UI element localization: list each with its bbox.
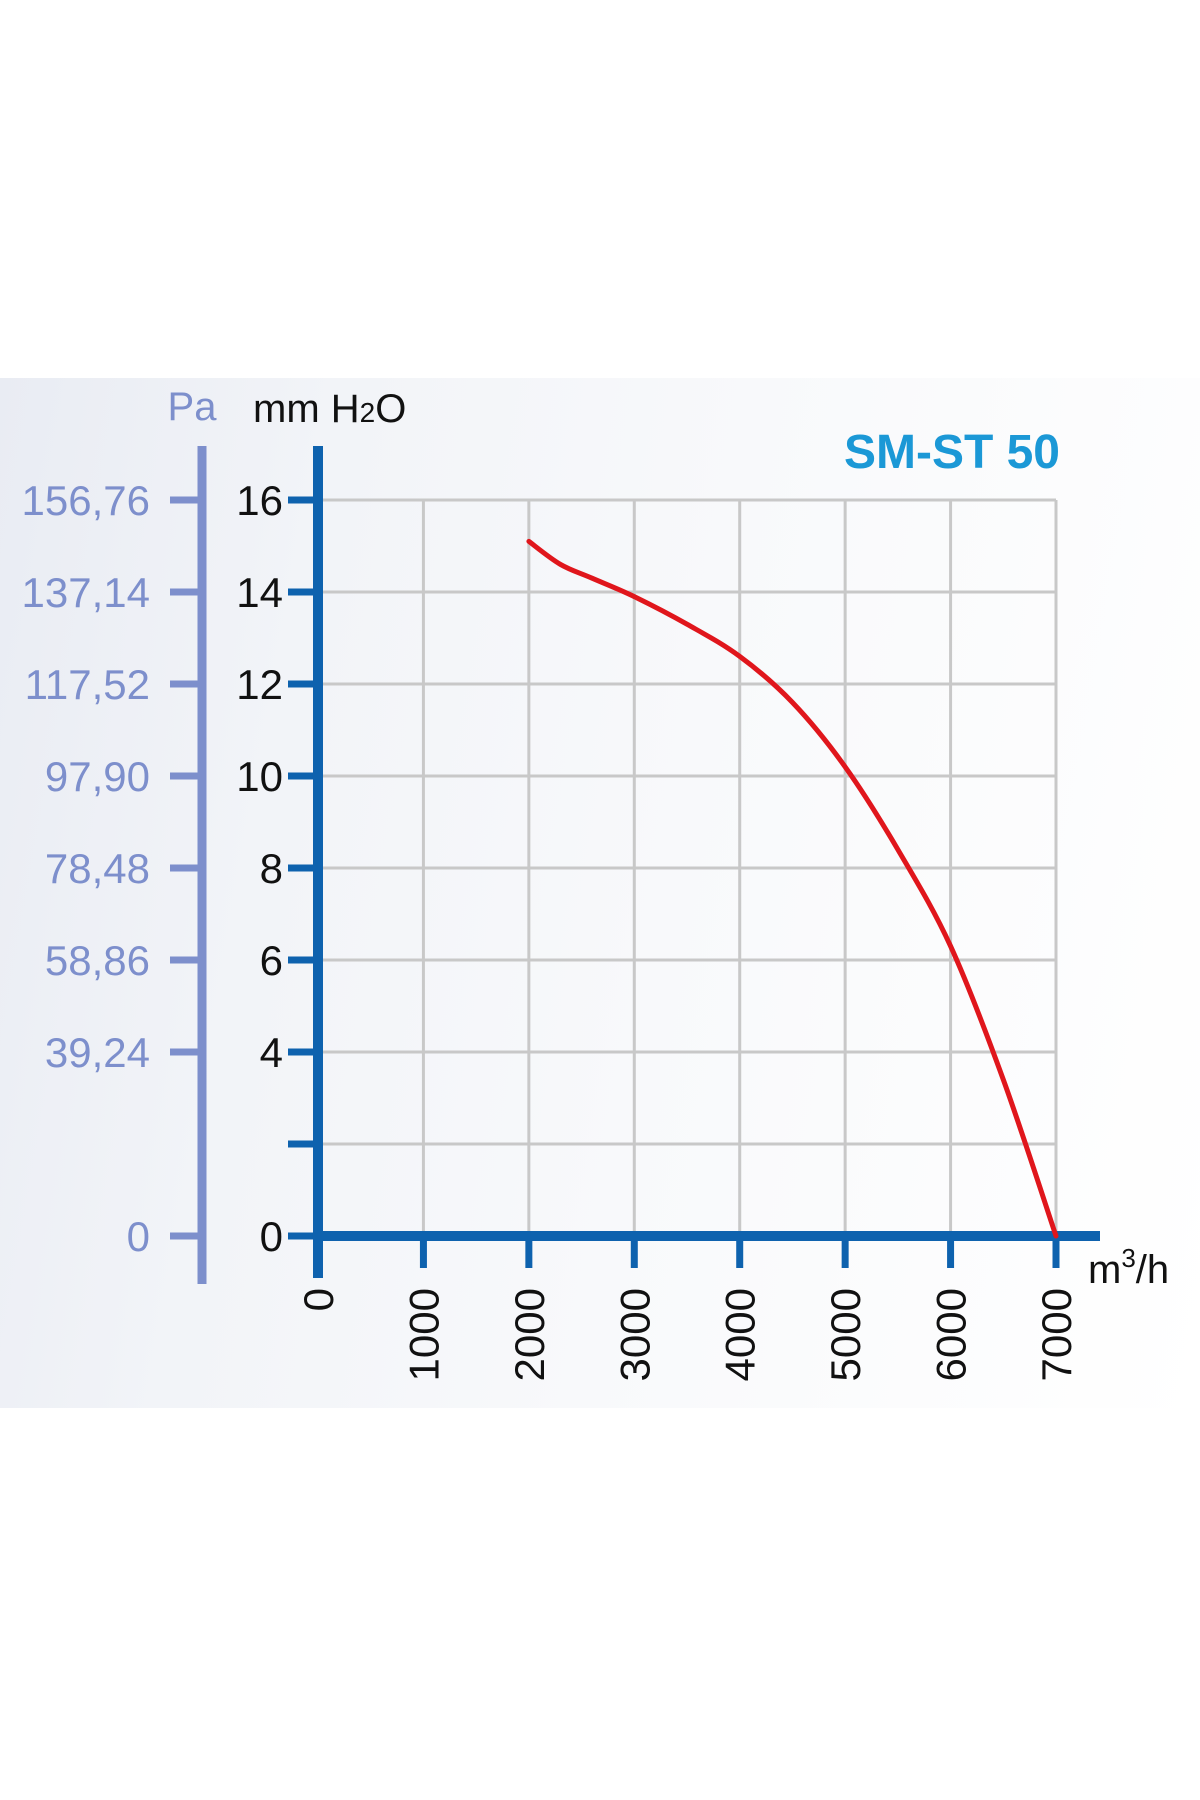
x-tick-label: 1000 — [400, 1288, 447, 1381]
grid — [318, 498, 1058, 1236]
y-tick-label: 6 — [260, 937, 283, 984]
pa-tick-label: 137,14 — [22, 569, 150, 616]
x-axis-unit-tail: /h — [1136, 1248, 1169, 1292]
y-tick-label: 8 — [260, 845, 283, 892]
series-line-0 — [526, 538, 1059, 1239]
pressure-flow-chart: 0 39,24 58,86 78,48 97,90 117,52 137,14 156,76 P… — [22, 385, 1170, 1381]
y-axis-unit: mm H2O — [253, 387, 406, 431]
curves — [526, 538, 1059, 1239]
x-tick-label: 4000 — [717, 1288, 764, 1381]
x-axis-unit-main: m — [1088, 1248, 1121, 1292]
axes — [170, 446, 1100, 1284]
chart-title: SM-ST 50 — [844, 426, 1060, 479]
y-tick-label: 10 — [236, 753, 283, 800]
y-tick-label: 16 — [236, 477, 283, 524]
x-axis-unit-sup: 3 — [1121, 1243, 1135, 1273]
y-tick-label: 0 — [260, 1213, 283, 1260]
y-axis-unit-main: mm H — [253, 387, 360, 431]
pa-tick-label: 39,24 — [45, 1029, 150, 1076]
pa-tick-label: 78,48 — [45, 845, 150, 892]
y-axis-unit-sub: 2 — [360, 397, 376, 428]
pa-tick-label: 156,76 — [22, 477, 150, 524]
chart-panel: 0 39,24 58,86 78,48 97,90 117,52 137,14 156,76 P… — [0, 378, 1200, 1408]
y-tick-label: 12 — [236, 661, 283, 708]
x-tick-label: 5000 — [822, 1288, 869, 1381]
labels: 0 39,24 58,86 78,48 97,90 117,52 137,14 156,76 P… — [22, 385, 1170, 1381]
pa-axis-unit: Pa — [168, 385, 218, 429]
x-tick-label: 0 — [295, 1288, 342, 1311]
pa-tick-label: 0 — [127, 1213, 150, 1260]
x-tick-label: 6000 — [928, 1288, 975, 1381]
x-tick-label: 2000 — [506, 1288, 553, 1381]
y-axis-unit-tail: O — [375, 387, 406, 431]
pa-tick-label: 97,90 — [45, 753, 150, 800]
y-tick-label: 14 — [236, 569, 283, 616]
y-tick-label: 4 — [260, 1029, 283, 1076]
x-tick-label: 3000 — [611, 1288, 658, 1381]
x-axis-unit: m3/h — [1088, 1243, 1169, 1292]
x-tick-label: 7000 — [1033, 1288, 1080, 1381]
pa-tick-label: 117,52 — [25, 661, 150, 708]
pa-tick-label: 58,86 — [45, 937, 150, 984]
